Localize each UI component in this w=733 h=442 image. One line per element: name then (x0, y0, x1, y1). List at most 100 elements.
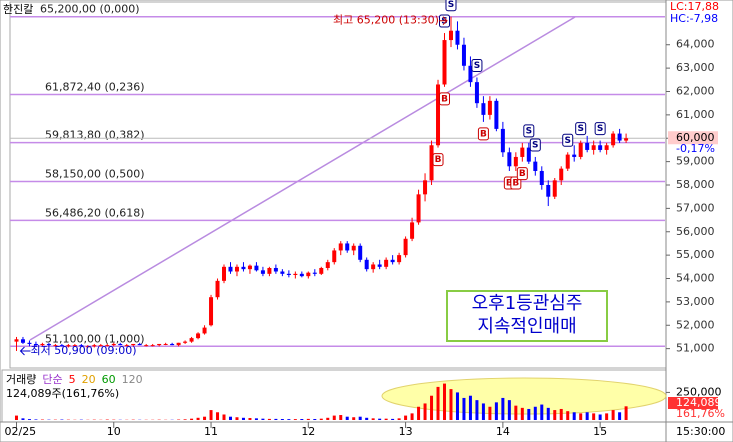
candle-body (461, 44, 466, 66)
y-tick-label: 61,000 (676, 108, 715, 121)
signal-label: S (448, 0, 454, 10)
volume-bar (332, 415, 336, 420)
volume-bar (605, 413, 609, 420)
volume-bar (585, 412, 589, 420)
candle-body (59, 345, 64, 347)
candle-body (273, 267, 278, 272)
signal-box (529, 138, 541, 152)
candle-body (209, 297, 214, 326)
volume-bar (436, 386, 440, 420)
volume-bar (378, 418, 382, 420)
volume-legend: 20 (82, 373, 96, 386)
volume-bar (313, 419, 317, 420)
fib-label: 51,100,00 (1,000) (45, 332, 145, 345)
candle-body (33, 343, 38, 346)
volume-bar (209, 410, 213, 420)
high-arrow (438, 16, 448, 26)
candle-body (565, 154, 570, 169)
lc-label: LC:17,88 (670, 0, 719, 13)
candle-body (157, 343, 162, 346)
volume-bar (514, 405, 518, 420)
y-tick-label: 51,000 (676, 342, 715, 355)
candle-body (267, 267, 272, 274)
candle-body (131, 343, 136, 346)
volume-bar (611, 410, 615, 420)
signal-box (477, 127, 489, 141)
candle-body (215, 280, 220, 298)
y-tick-label: 58,000 (676, 178, 715, 191)
volume-bar (287, 419, 291, 420)
candle-body (624, 138, 629, 141)
candle-body (111, 343, 116, 346)
candle-body (228, 266, 233, 272)
signal-label: S (577, 124, 583, 134)
candle-body (66, 345, 71, 347)
candle-body (494, 100, 499, 129)
volume-bar (183, 419, 187, 420)
candle-body (183, 341, 188, 343)
volume-bar (566, 411, 570, 420)
volume-legend: 120 (122, 373, 143, 386)
volume-bar (533, 406, 537, 420)
candle-body (371, 264, 376, 270)
candle-body (27, 342, 32, 344)
fib-label: 56,486,20 (0,618) (45, 206, 145, 219)
volume-bar (391, 418, 395, 420)
volume-bar (598, 414, 602, 420)
candle-body (247, 265, 252, 270)
current-label: 60,000 (676, 131, 715, 144)
candle-body (53, 345, 58, 347)
volume-bar (339, 415, 343, 420)
volume-bar (196, 417, 200, 420)
volume-bar (462, 397, 466, 420)
x-tick-label: 13 (399, 425, 413, 438)
volume-bar (14, 415, 18, 420)
fib-label: 65,200,00 (0,000) (40, 3, 140, 16)
hc-label: HC:-7,98 (670, 12, 718, 25)
y-tick-label: 62,000 (676, 84, 715, 97)
y-tick-label: 56,000 (676, 225, 715, 238)
signal-box (594, 122, 606, 136)
volume-ratio-label: 161,76% (676, 407, 725, 420)
candle-body (604, 145, 609, 150)
volume-bar (293, 419, 297, 420)
volume-bar (443, 383, 447, 420)
candle-body (46, 343, 51, 346)
candle-body (260, 270, 265, 274)
volume-bar (241, 417, 245, 420)
y-tick-label: 59,000 (676, 155, 715, 168)
candle-body (319, 267, 324, 274)
signal-box (445, 0, 457, 12)
volume-bar (235, 417, 239, 420)
volume-bar (300, 419, 304, 420)
candle-body (137, 343, 142, 346)
signal-box (575, 122, 587, 136)
signal-label: B (441, 94, 448, 104)
candle-body (546, 185, 551, 197)
volume-bar (248, 418, 252, 420)
candle-body (170, 343, 175, 346)
stock-name: 한진칼 (3, 3, 33, 16)
candle-body (163, 343, 168, 345)
candle-body (526, 147, 531, 162)
time-label: 15:30:00 (676, 425, 725, 438)
x-tick-label: 02/25 (4, 425, 36, 438)
volume-bar (371, 418, 375, 420)
highlight-ellipse (381, 377, 667, 415)
candle-body (533, 161, 538, 171)
signal-label: B (480, 129, 487, 139)
volume-bar (527, 408, 531, 420)
current-box (668, 131, 718, 145)
volume-bar (228, 416, 232, 420)
signal-label: S (564, 136, 570, 146)
volume-bar (430, 395, 434, 420)
volume-last-label: 124,089 (676, 396, 722, 409)
x-tick-label: 12 (301, 425, 315, 438)
volume-bar (553, 410, 557, 420)
signal-box (471, 58, 483, 72)
candle-body (572, 154, 577, 157)
volume-bar (254, 418, 258, 420)
fib-label: 58,150,00 (0,500) (45, 167, 145, 180)
volume-bar (520, 407, 524, 420)
